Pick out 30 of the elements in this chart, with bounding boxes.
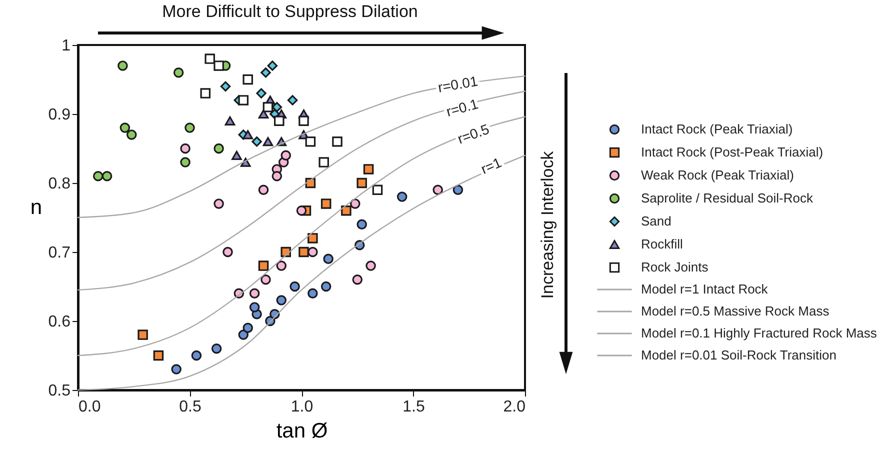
x-tick-label: 2.0 — [503, 398, 526, 416]
y-tick-label: 1 — [62, 38, 71, 54]
y-tick-label: 0.9 — [48, 106, 71, 124]
legend-label: Intact Rock (Peak Triaxial) — [641, 122, 793, 136]
legend-label: Sand — [641, 214, 672, 228]
legend-label: Rockfill — [641, 236, 684, 252]
legend-label: Model r=0.01 Soil-Rock Transition — [641, 348, 836, 362]
y-tick-label: 0.8 — [48, 176, 71, 192]
legend-label: Model r=0.1 Highly Fractured Rock Mass — [641, 326, 878, 340]
x-tick-label: 1.5 — [402, 398, 425, 416]
y-axis-title: n — [30, 196, 42, 219]
x-tick-label: 1.0 — [290, 398, 314, 416]
y-tick-label: 0.6 — [48, 314, 71, 330]
annotation: r=0.5 — [455, 120, 492, 147]
legend-label: Intact Rock (Post-Peak Triaxial) — [641, 144, 824, 160]
y-tick-label: 0.7 — [48, 244, 71, 262]
annotation: r=1 — [478, 154, 504, 177]
x-tick-label: 0.5 — [179, 398, 202, 416]
legend-label: Weak Rock (Peak Triaxial) — [641, 168, 794, 182]
y-tick-label: 0.5 — [48, 382, 71, 400]
annotation: r=0.01 — [436, 72, 480, 96]
legend-label: Model r=0.5 Massive Rock Mass — [641, 304, 830, 318]
legend-label: Rock Joints — [641, 260, 709, 274]
legend-label: Model r=1 Intact Rock — [641, 282, 768, 296]
x-tick-label: 0.0 — [78, 398, 101, 416]
text: More Difficult to Suppress Dilation — [162, 2, 418, 21]
x-axis-title: tan Ø — [276, 420, 328, 442]
legend-label: Saprolite / Residual Soil-Rock — [641, 190, 814, 206]
annotation: r=0.1 — [444, 95, 480, 120]
text: Increasing Interlock — [538, 150, 557, 299]
